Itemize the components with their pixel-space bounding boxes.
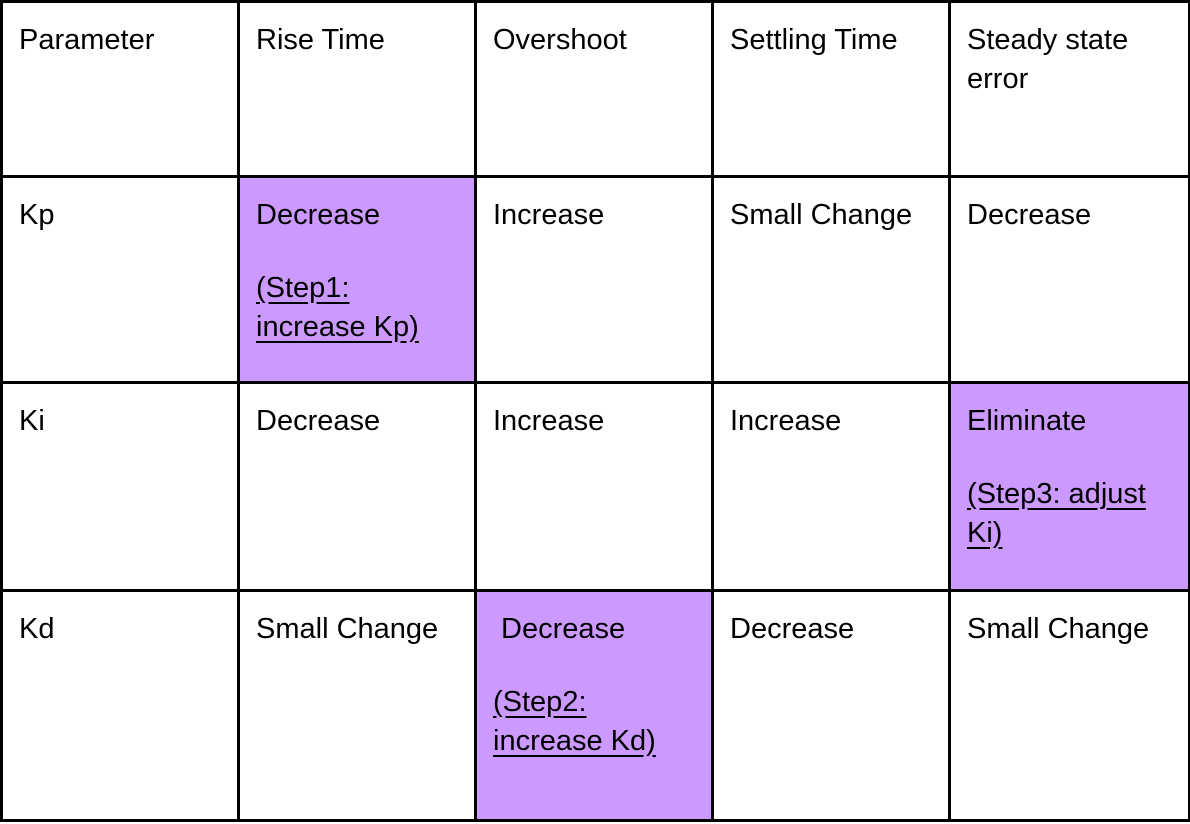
effect-cell: Decrease (Step1: increase Kp) [237, 175, 477, 385]
effect-text: Small Change [967, 612, 1150, 645]
header-cell-settling-time: Settling Time [711, 0, 951, 179]
effect-cell: Decrease [948, 175, 1190, 385]
effect-cell: Decrease [237, 381, 477, 592]
table-row: Ki Decrease Increase Increase Eliminate … [0, 381, 1190, 592]
effect-text: Increase [493, 405, 605, 438]
effect-text: Decrease [967, 199, 1092, 232]
tuning-step-note: (Step3: adjust Ki) [967, 478, 1146, 550]
effect-cell: Eliminate (Step3: adjust Ki) [948, 381, 1190, 592]
effect-text: Decrease [730, 612, 855, 645]
table-row: Kp Decrease (Step1: increase Kp) Increas… [0, 175, 1190, 385]
table-row: Kd Small Change Decrease (Step2: increas… [0, 588, 1190, 823]
effect-text: Decrease [493, 612, 626, 645]
effect-text: Decrease [256, 199, 381, 232]
tuning-step-note: (Step2: increase Kd) [493, 685, 656, 757]
effect-text: Small Change [256, 612, 439, 645]
header-cell-rise-time: Rise Time [237, 0, 477, 179]
effect-cell: Decrease [711, 588, 951, 823]
param-cell: Ki [0, 381, 240, 592]
param-cell: Kd [0, 588, 240, 823]
effect-text: Decrease [256, 405, 381, 438]
effect-cell: Increase [711, 381, 951, 592]
effect-text: Small Change [730, 199, 913, 232]
effect-cell: Increase [474, 381, 714, 592]
header-cell-steady-state-error: Steady state error [948, 0, 1190, 179]
effect-cell: Small Change [237, 588, 477, 823]
tuning-step-note: (Step1: increase Kp) [256, 272, 419, 344]
effect-text: Eliminate [967, 405, 1087, 438]
effect-cell: Decrease (Step2: increase Kd) [474, 588, 714, 823]
header-cell-parameter: Parameter [0, 0, 240, 179]
effect-cell: Increase [474, 175, 714, 385]
effect-text: Increase [493, 199, 605, 232]
header-row: Parameter Rise Time Overshoot Settling T… [0, 0, 1190, 179]
header-cell-overshoot: Overshoot [474, 0, 714, 179]
effect-cell: Small Change [948, 588, 1190, 823]
effect-cell: Small Change [711, 175, 951, 385]
effect-text: Increase [730, 405, 842, 438]
param-cell: Kp [0, 175, 240, 385]
